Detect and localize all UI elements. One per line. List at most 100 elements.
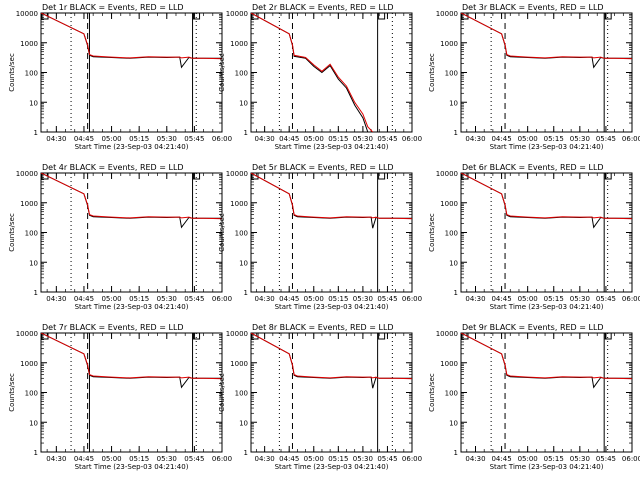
y-tick-label: 1000 xyxy=(440,40,458,48)
y-tick-label: 10 xyxy=(449,259,458,267)
x-tick-label: 06:00 xyxy=(212,135,232,143)
x-axis-label: Start Time (23-Sep-03 04:21:40) xyxy=(490,463,604,471)
series-line-events xyxy=(41,333,222,389)
series-line-events xyxy=(461,333,632,389)
flag-box xyxy=(193,172,201,180)
y-tick-label: 1 xyxy=(244,289,248,297)
plot-frame xyxy=(40,332,223,453)
y-tick-label: 10 xyxy=(29,259,38,267)
panel-title: Det 3r BLACK = Events, RED = LLD xyxy=(462,3,604,12)
x-tick-label: 04:45 xyxy=(279,135,299,143)
x-tick-label: 05:30 xyxy=(157,135,177,143)
y-tick-label: 100 xyxy=(25,230,38,238)
y-tick-label: 1 xyxy=(454,289,458,297)
y-tick-label: 1 xyxy=(244,449,248,457)
x-tick-label: 04:30 xyxy=(46,295,66,303)
y-tick-label: 100 xyxy=(235,230,248,238)
x-tick-label: 05:15 xyxy=(129,455,149,463)
detector-panel-5: Det 5r BLACK = Events, RED = LLD 1 10 100 10… xyxy=(218,163,422,311)
y-tick-label: 10000 xyxy=(16,170,38,178)
y-tick-label: 1 xyxy=(34,289,38,297)
flag-box xyxy=(251,172,259,180)
panel-title: Det 4r BLACK = Events, RED = LLD xyxy=(42,163,184,172)
x-tick-label: 04:30 xyxy=(465,295,485,303)
series-line-lld xyxy=(461,13,632,60)
detector-panel-3: Det 3r BLACK = Events, RED = LLD 1 10 100 10… xyxy=(428,3,640,151)
series-line-lld xyxy=(251,333,412,380)
y-axis-label: Counts/sec xyxy=(218,373,226,412)
x-tick-label: 04:30 xyxy=(465,135,485,143)
plot-frame xyxy=(250,12,413,133)
x-tick-label: 04:45 xyxy=(279,455,299,463)
y-tick-label: 10000 xyxy=(16,10,38,18)
flag-box xyxy=(604,332,612,340)
x-tick-label: 05:45 xyxy=(596,455,616,463)
detector-panel-2: Det 2r BLACK = Events, RED = LLD 1 10 100 10… xyxy=(218,3,422,151)
x-tick-label: 05:15 xyxy=(129,295,149,303)
x-tick-label: 05:30 xyxy=(353,295,373,303)
series-line-events xyxy=(251,173,412,229)
y-tick-label: 1000 xyxy=(20,360,38,368)
x-tick-label: 04:45 xyxy=(491,295,511,303)
plot-frame xyxy=(250,332,413,453)
series-line-events xyxy=(251,333,412,389)
series-line-events xyxy=(461,173,632,229)
detector-panel-7: Det 7r BLACK = Events, RED = LLD 1 10 100 10… xyxy=(8,323,232,471)
y-axis-label: Counts/sec xyxy=(8,213,16,252)
series-line-events xyxy=(41,13,222,69)
flag-box xyxy=(604,172,612,180)
series-group xyxy=(251,333,412,389)
x-tick-label: 05:45 xyxy=(377,455,397,463)
series-line-events xyxy=(251,13,373,132)
x-tick-label: 05:45 xyxy=(596,135,616,143)
plot-frame xyxy=(460,172,633,293)
series-group xyxy=(251,173,412,229)
x-tick-label: 05:45 xyxy=(596,295,616,303)
flag-box xyxy=(193,332,201,340)
flag-box xyxy=(604,12,612,20)
y-tick-label: 10 xyxy=(239,99,248,107)
y-tick-label: 1000 xyxy=(20,200,38,208)
y-axis-label: Counts/sec xyxy=(428,53,436,92)
y-tick-label: 1 xyxy=(454,129,458,137)
series-group xyxy=(461,13,632,69)
detector-panel-1: Det 1r BLACK = Events, RED = LLD 1 10 100 10… xyxy=(8,3,232,151)
panel-title: Det 7r BLACK = Events, RED = LLD xyxy=(42,323,184,332)
x-axis-label: Start Time (23-Sep-03 04:21:40) xyxy=(75,303,189,311)
y-tick-label: 100 xyxy=(445,390,458,398)
flag-box xyxy=(461,332,469,340)
x-tick-label: 05:15 xyxy=(544,455,564,463)
x-axis-label: Start Time (23-Sep-03 04:21:40) xyxy=(490,303,604,311)
y-tick-label: 1000 xyxy=(20,40,38,48)
x-tick-label: 04:45 xyxy=(74,455,94,463)
x-tick-label: 05:30 xyxy=(570,135,590,143)
x-tick-label: 04:45 xyxy=(491,455,511,463)
detector-panel-8: Det 8r BLACK = Events, RED = LLD 1 10 100 10… xyxy=(218,323,422,471)
x-axis-label: Start Time (23-Sep-03 04:21:40) xyxy=(275,143,389,151)
y-tick-label: 1000 xyxy=(230,360,248,368)
x-tick-label: 04:45 xyxy=(279,295,299,303)
x-tick-label: 05:30 xyxy=(157,455,177,463)
detector-panel-4: Det 4r BLACK = Events, RED = LLD 1 10 100 10… xyxy=(8,163,232,311)
x-tick-label: 05:15 xyxy=(328,295,348,303)
x-tick-label: 05:15 xyxy=(544,295,564,303)
flag-box xyxy=(378,332,386,340)
x-tick-label: 05:30 xyxy=(353,135,373,143)
flag-box xyxy=(251,12,259,20)
x-tick-label: 05:15 xyxy=(328,455,348,463)
series-group xyxy=(41,13,222,69)
y-axis-label: Counts/sec xyxy=(8,373,16,412)
flag-box xyxy=(193,12,201,20)
x-axis-label: Start Time (23-Sep-03 04:21:40) xyxy=(275,303,389,311)
series-group xyxy=(461,173,632,229)
x-tick-label: 06:00 xyxy=(212,295,232,303)
series-line-lld xyxy=(251,173,412,220)
x-tick-label: 06:00 xyxy=(402,295,422,303)
x-tick-label: 05:00 xyxy=(101,135,121,143)
y-tick-label: 10 xyxy=(449,99,458,107)
plot-frame xyxy=(250,172,413,293)
y-tick-label: 1000 xyxy=(230,40,248,48)
flag-box xyxy=(461,172,469,180)
x-tick-label: 05:45 xyxy=(184,455,204,463)
